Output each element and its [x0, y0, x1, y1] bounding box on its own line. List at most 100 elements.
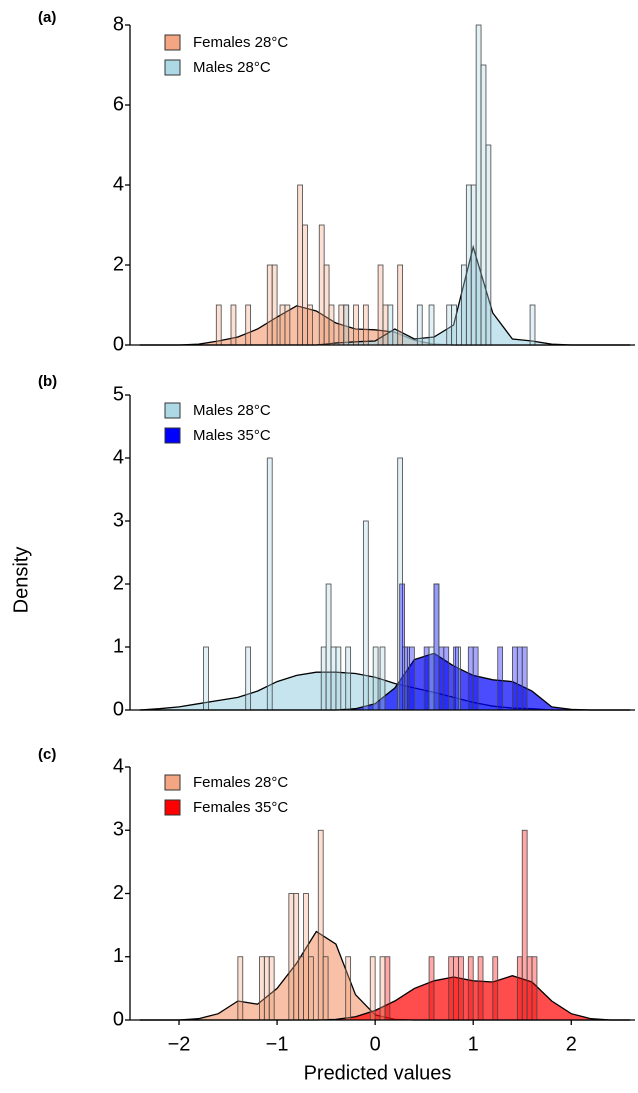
histogram-bar: [387, 304, 394, 346]
histogram-bar: [266, 457, 273, 711]
histogram-bar: [526, 956, 533, 1021]
histogram-bar: [362, 520, 369, 711]
histogram-bar: [279, 304, 286, 346]
density-area: [139, 653, 631, 710]
x-tick-label: 1: [468, 1033, 479, 1055]
y-tick-label: 0: [113, 1008, 124, 1030]
panel-label: (c): [38, 746, 56, 763]
density-area: [139, 975, 631, 1020]
histogram-bar: [303, 893, 309, 1021]
histogram-bar: [475, 24, 482, 346]
histogram-bar: [338, 304, 345, 346]
histogram-bar: [521, 829, 528, 1021]
histogram-bar: [416, 304, 423, 346]
histogram-bar: [271, 264, 278, 346]
histogram-bar: [404, 646, 410, 711]
histogram-bar: [382, 304, 389, 346]
histogram-bar: [377, 264, 384, 346]
histogram-bar: [362, 304, 369, 346]
histogram-bar: [266, 264, 273, 346]
histogram-bar: [472, 646, 479, 711]
histogram-bar: [237, 956, 244, 1021]
histogram-bar: [458, 956, 464, 1021]
y-tick-label: 4: [113, 173, 124, 195]
histogram-bar: [268, 956, 275, 1021]
histogram-bar: [433, 583, 440, 711]
y-tick-label: 4: [113, 755, 124, 777]
panel-label: (a): [38, 9, 56, 26]
histogram-bar: [428, 956, 435, 1021]
histogram-bar: [297, 184, 303, 346]
histogram-bar: [298, 956, 304, 1021]
histogram-bar: [465, 184, 472, 346]
histogram-bar: [302, 224, 308, 346]
histogram-bar: [263, 956, 270, 1021]
histogram-bar: [245, 646, 252, 711]
y-tick-label: 1: [113, 635, 124, 657]
histogram-bar: [353, 304, 359, 346]
histogram-bar: [399, 583, 405, 711]
histogram-bar: [288, 893, 295, 1021]
histogram-bar: [322, 956, 329, 1021]
histogram-bar: [451, 304, 457, 346]
histogram-bar: [497, 646, 504, 711]
histogram-bar: [259, 956, 265, 1021]
legend-label: Males 35°C: [193, 427, 271, 444]
histogram-bar: [307, 304, 313, 346]
x-tick-label: 0: [370, 1033, 381, 1055]
legend-swatch: [164, 427, 181, 444]
histogram-bar: [215, 304, 222, 346]
histogram-bar: [448, 956, 454, 1021]
histogram-bar: [467, 956, 474, 1021]
histogram-bar: [335, 646, 342, 711]
y-tick-label: 6: [113, 93, 124, 115]
x-tick-label: −1: [266, 1033, 289, 1055]
histogram-bar: [477, 956, 484, 1021]
x-tick-label: 2: [566, 1033, 577, 1055]
histogram-bar: [317, 829, 324, 1021]
y-tick-label: 0: [113, 698, 124, 720]
histogram-bar: [369, 956, 376, 1021]
histogram-bar: [345, 646, 352, 711]
legend-swatch: [164, 402, 181, 419]
histogram-bar: [485, 144, 492, 346]
histogram-bar: [423, 646, 430, 711]
histogram-bar: [492, 956, 499, 1021]
histogram-bar: [516, 646, 523, 711]
legend-label: Females 28°C: [193, 774, 288, 791]
legend-swatch: [164, 774, 181, 791]
histogram-bar: [409, 646, 415, 711]
y-tick-label: 3: [113, 819, 124, 841]
histogram-bar: [372, 646, 379, 711]
histogram-bar: [438, 646, 445, 711]
histogram-bar: [453, 956, 459, 1021]
y-tick-label: 2: [113, 572, 124, 594]
histogram-bar: [245, 304, 252, 346]
histogram-bar: [325, 583, 332, 711]
density-area: [139, 305, 631, 345]
y-tick-label: 1: [113, 945, 124, 967]
y-tick-label: 5: [113, 383, 124, 405]
histogram-bar: [343, 304, 350, 346]
histogram-bar: [516, 956, 523, 1021]
legend-swatch: [164, 34, 181, 51]
histogram-bar: [345, 956, 352, 1021]
y-tick-label: 3: [113, 509, 124, 531]
y-tick-label: 2: [113, 882, 124, 904]
histogram-bar: [328, 304, 335, 346]
y-tick-label: 0: [113, 333, 124, 355]
histogram-bar: [443, 646, 450, 711]
histogram-bar: [512, 646, 518, 711]
histogram-bar: [379, 956, 386, 1021]
histogram-bar: [470, 184, 477, 346]
histogram-bar: [467, 646, 474, 711]
histogram-bar: [293, 893, 300, 1021]
histogram-bar: [308, 956, 314, 1021]
legend-swatch: [164, 799, 181, 816]
histogram-bar: [453, 646, 459, 711]
histogram-bar: [203, 646, 209, 711]
legend-swatch: [164, 59, 181, 76]
histogram-bar: [384, 956, 391, 1021]
y-tick-label: 8: [113, 13, 124, 35]
